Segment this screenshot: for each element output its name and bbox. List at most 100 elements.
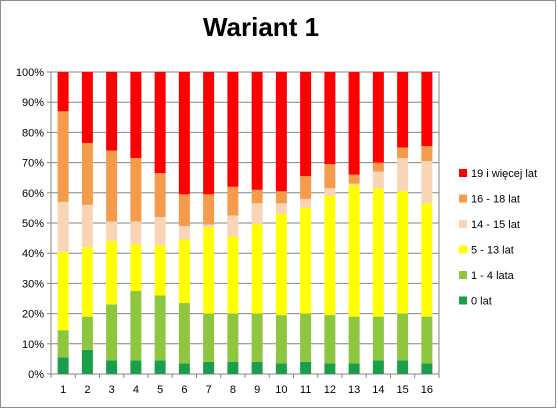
bar-segment: [275, 191, 287, 204]
bar-segment: [130, 360, 142, 374]
bar-segment: [348, 316, 360, 364]
bar-segment: [154, 216, 166, 246]
bar-segment: [81, 204, 93, 248]
bar-segment: [324, 188, 336, 196]
bar-segment: [372, 72, 384, 163]
x-tick-label: 12: [324, 384, 336, 396]
bar-segment: [348, 185, 360, 317]
legend-label: 1 - 4 lata: [471, 270, 515, 282]
bar-segment: [372, 360, 384, 374]
bar-segment: [106, 150, 118, 222]
bar-segment: [251, 361, 263, 374]
bar-segment: [203, 313, 215, 362]
bar-segment: [421, 145, 433, 162]
bar-segment: [421, 316, 433, 364]
bar-segment: [178, 303, 190, 364]
x-tick-label: 16: [421, 384, 433, 396]
legend-swatch: [459, 296, 467, 305]
y-tick-label: 0%: [28, 369, 44, 381]
bar-segment: [203, 224, 215, 228]
y-tick-label: 50%: [22, 218, 44, 230]
y-tick-label: 20%: [22, 309, 44, 321]
bar-segment: [348, 174, 360, 184]
bar-segment: [178, 226, 190, 240]
x-tick-label: 2: [84, 384, 90, 396]
x-tick-label: 10: [275, 384, 287, 396]
bar-segment: [324, 72, 336, 165]
bar-segment: [397, 313, 409, 361]
bar-segment: [372, 171, 384, 189]
bar-segment: [251, 203, 263, 225]
y-tick-label: 100%: [16, 67, 44, 79]
bar-segment: [300, 72, 312, 177]
legend-label: 5 - 13 lat: [471, 245, 514, 257]
bar-segment: [106, 304, 118, 361]
bar-segment: [275, 363, 287, 374]
bar-segment: [154, 72, 166, 174]
y-tick-label: 30%: [22, 278, 44, 290]
bar-segment: [227, 236, 239, 314]
bar-segment: [154, 295, 166, 361]
bar-segment: [372, 316, 384, 361]
bar-segment: [251, 313, 263, 362]
bar-segment: [397, 72, 409, 148]
bar-segment: [227, 72, 239, 187]
chart-title: Wariant 1: [202, 12, 320, 42]
legend-label: 0 lat: [471, 296, 492, 308]
bar-segment: [324, 195, 336, 316]
bar-segment: [348, 183, 360, 186]
bar-segment: [251, 189, 263, 204]
bar-segment: [421, 203, 433, 317]
bar-segment: [130, 221, 142, 245]
bar-segment: [81, 316, 93, 350]
bar-segment: [154, 245, 166, 296]
x-tick-label: 15: [397, 384, 409, 396]
bar-segment: [300, 176, 312, 199]
bar-segment: [372, 188, 384, 317]
bar-segment: [227, 313, 239, 362]
bar-segment: [324, 315, 336, 364]
legend-label: 14 - 15 lat: [471, 219, 520, 231]
x-tick-label: 5: [157, 384, 163, 396]
bar-segment: [227, 215, 239, 237]
bar-segment: [348, 363, 360, 374]
bar-segment: [227, 186, 239, 216]
bar-segment: [275, 203, 287, 214]
bar-segment: [397, 360, 409, 374]
x-tick-label: 7: [206, 384, 212, 396]
bar-segment: [275, 72, 287, 192]
bar-segment: [227, 361, 239, 374]
bar-segment: [81, 72, 93, 143]
y-tick-label: 10%: [22, 339, 44, 351]
bar-segment: [324, 363, 336, 374]
bar-segment: [300, 361, 312, 374]
bar-segment: [178, 239, 190, 304]
legend-swatch: [459, 271, 467, 279]
bar-segment: [130, 290, 142, 361]
bar-segment: [275, 315, 287, 364]
legend-swatch: [459, 220, 467, 228]
bar-segment: [178, 194, 190, 227]
x-tick-label: 14: [372, 384, 384, 396]
bar-segment: [57, 201, 69, 252]
bar-segment: [106, 72, 118, 151]
y-tick-label: 60%: [22, 188, 44, 200]
bar-segment: [397, 158, 409, 192]
bar-segment: [397, 147, 409, 159]
bar-segment: [203, 72, 215, 195]
bar-segment: [57, 111, 69, 202]
bar-segment: [106, 221, 118, 242]
y-tick-label: 90%: [22, 97, 44, 109]
x-tick-label: 8: [230, 384, 236, 396]
bar-segment: [397, 191, 409, 314]
bar-segment: [57, 330, 69, 358]
bar-segment: [81, 247, 93, 317]
bar-segment: [203, 227, 215, 314]
bar-segment: [154, 173, 166, 217]
bar-segment: [251, 72, 263, 190]
bar-segment: [130, 244, 142, 291]
bar-segment: [178, 72, 190, 195]
bar-segment: [300, 313, 312, 362]
x-tick-label: 11: [300, 384, 311, 396]
